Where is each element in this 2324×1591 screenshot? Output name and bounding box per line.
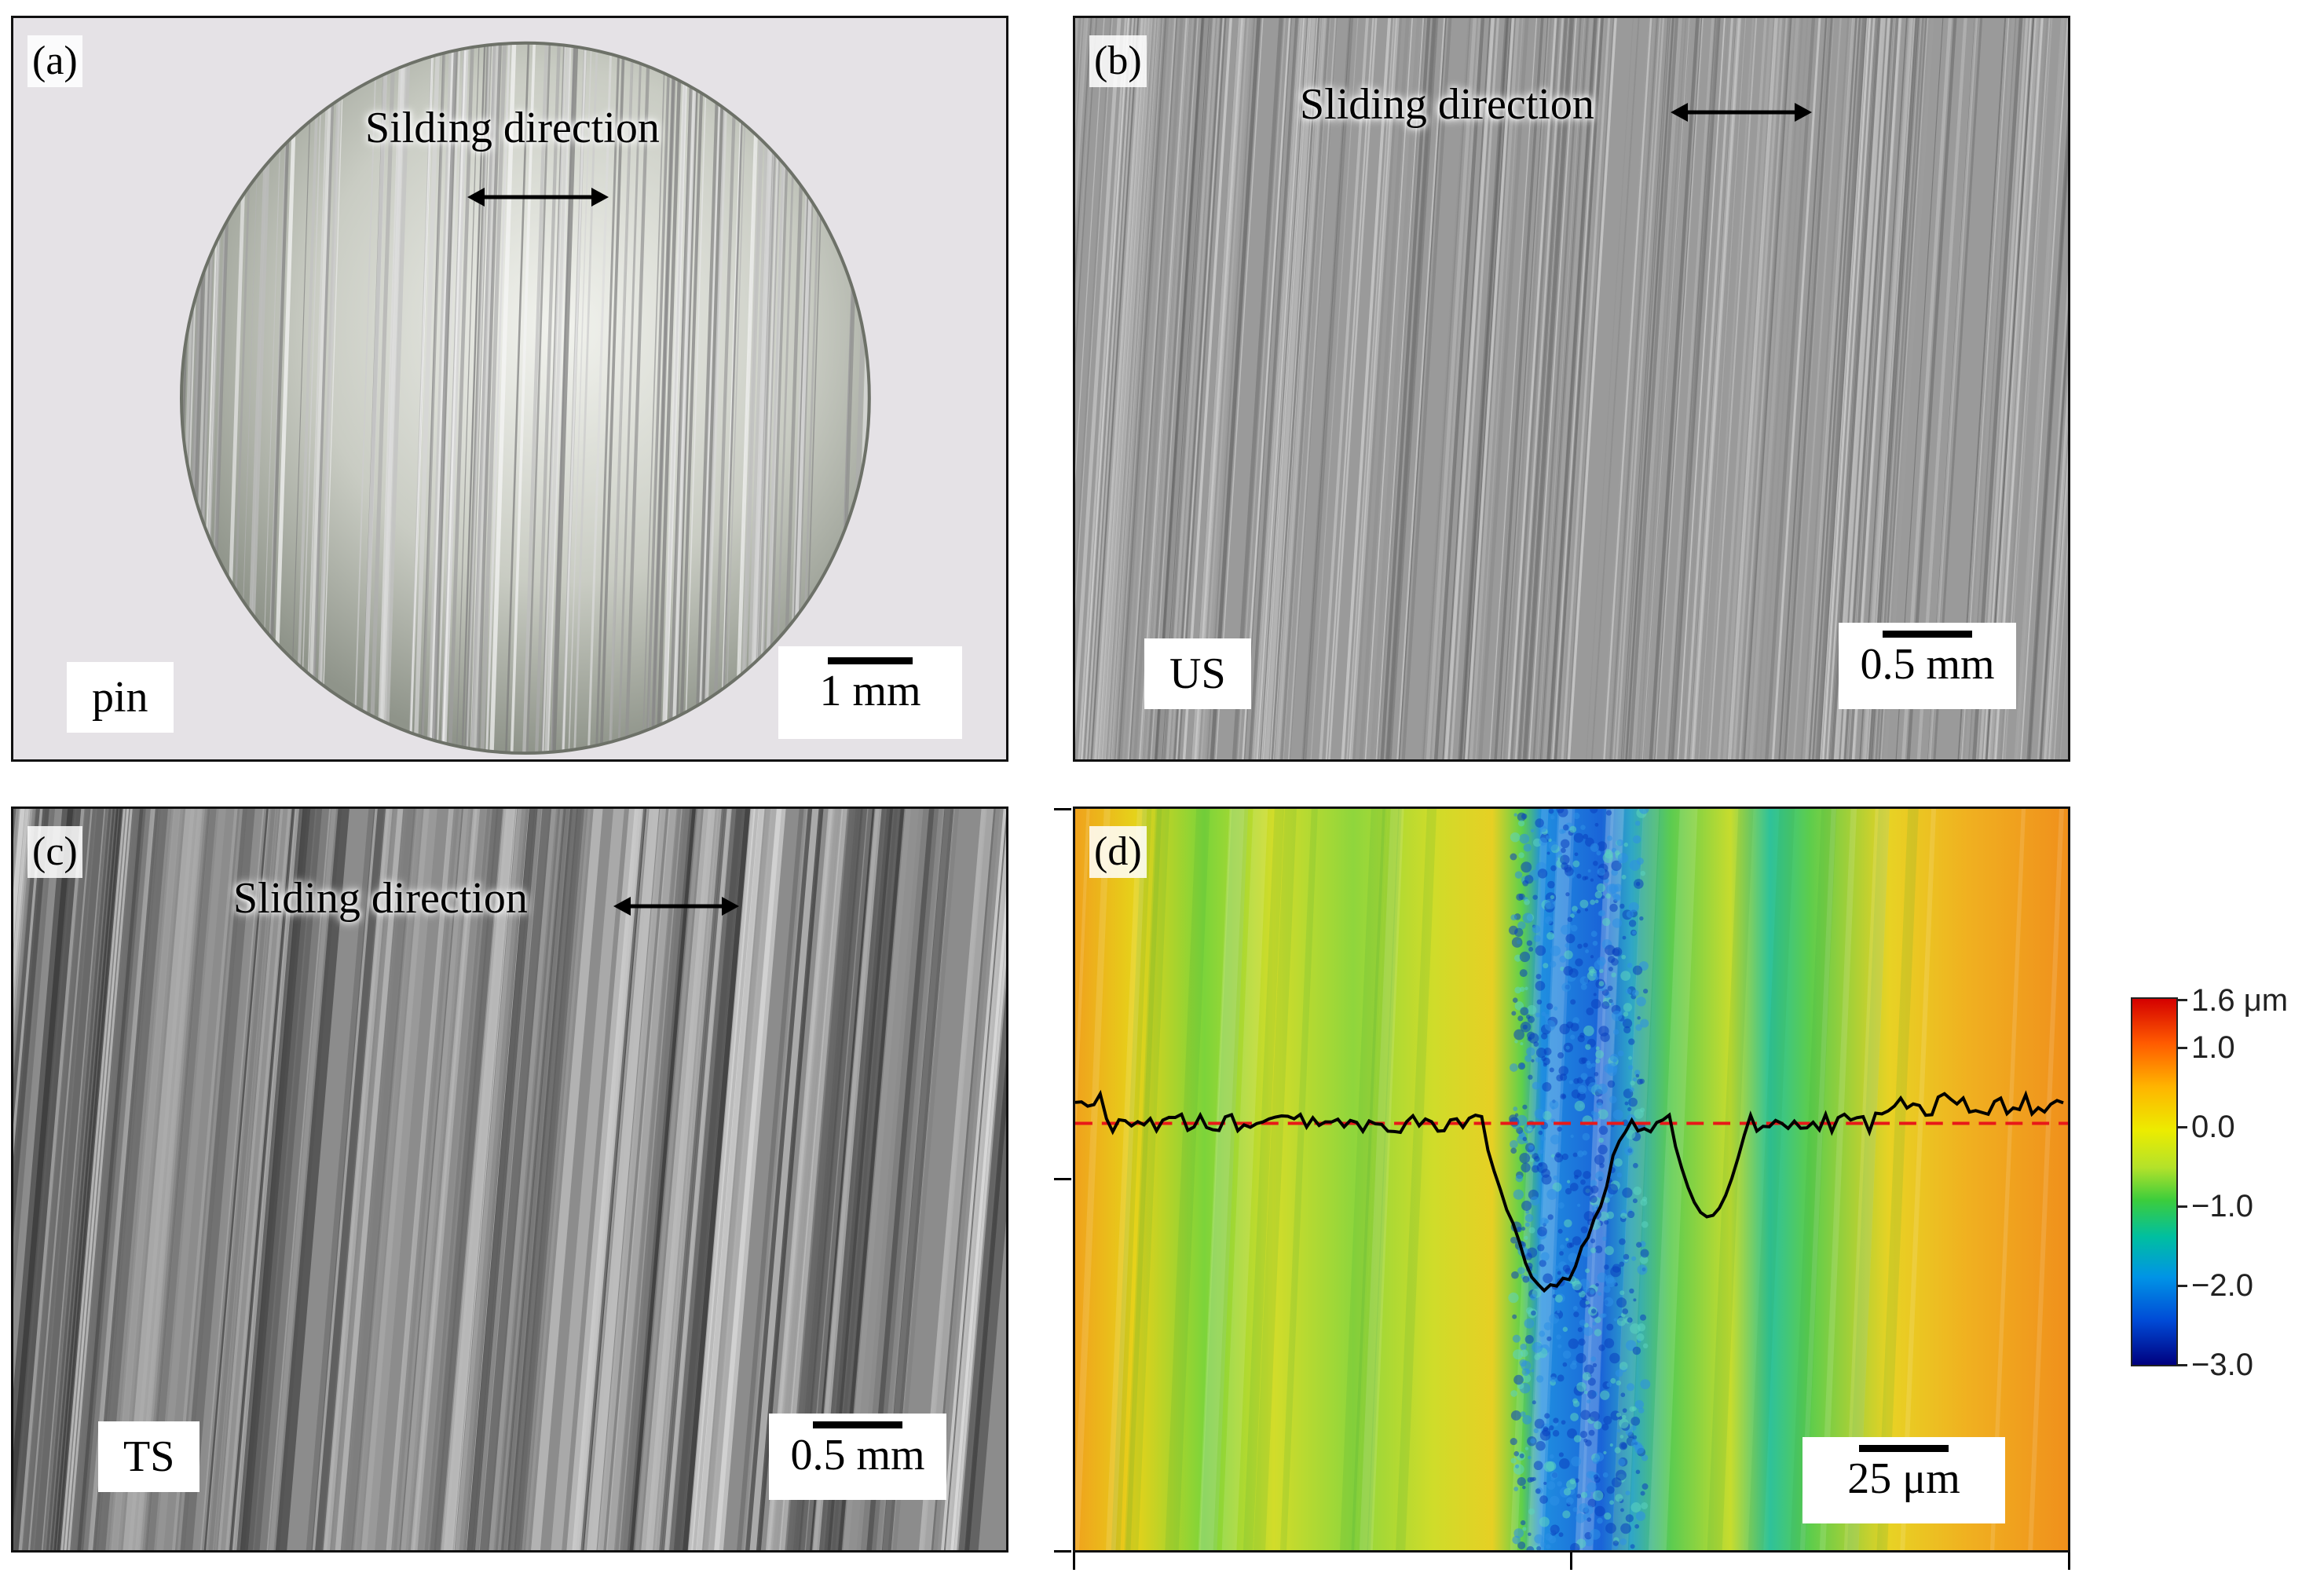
axis-tick <box>1054 808 1071 810</box>
pin-image <box>179 41 871 755</box>
scale-bar-label: 0.5 mm <box>790 1431 925 1479</box>
scale-bar-label: 25 μm <box>1847 1454 1960 1503</box>
colorbar-tick <box>2178 1047 2187 1049</box>
colorbar-label: 1.0 <box>2191 1030 2235 1065</box>
axis-tick <box>2068 1553 2070 1570</box>
scale-bar: 0.5 mm <box>1839 623 2016 709</box>
panel-label: (d) <box>1089 826 1147 878</box>
double-arrow-icon <box>467 188 609 207</box>
axis-tick <box>1073 1553 1075 1570</box>
us-surface-image <box>1075 18 2068 759</box>
sample-tag: US <box>1144 638 1251 709</box>
panel-label: (a) <box>27 35 82 87</box>
panel-label: (c) <box>27 826 82 878</box>
axis-tick <box>1570 1553 1572 1570</box>
axis-tick <box>1054 1178 1071 1180</box>
colorbar-tick <box>2178 1205 2187 1208</box>
colorbar-tick <box>2178 1364 2187 1366</box>
colorbar-tick <box>2178 999 2187 1001</box>
panel-d-height-map: (d) 25 μm <box>1073 806 2070 1553</box>
height-map-image <box>1075 809 2068 1550</box>
double-arrow-icon <box>1671 103 1812 122</box>
surface-profile-line <box>1075 1089 2064 1293</box>
colorbar-label: 0.0 <box>2191 1110 2235 1144</box>
panel-b-us-surface: (b) Sliding direction US 0.5 mm <box>1073 16 2070 762</box>
axis-tick <box>1054 1550 1071 1553</box>
scale-bar: 0.5 mm <box>769 1414 946 1500</box>
colorbar-tick <box>2178 1285 2187 1287</box>
ts-surface-image <box>13 809 1006 1550</box>
sliding-direction-label: Silding direction <box>365 104 660 152</box>
colorbar-label: −1.0 <box>2191 1189 2253 1223</box>
panel-a-pin-photo: (a) Silding direction pin 1 mm <box>11 16 1008 762</box>
sliding-direction-label: Sliding direction <box>1300 80 1594 129</box>
colorbar-label: −2.0 <box>2191 1268 2253 1303</box>
sample-tag: TS <box>98 1421 200 1492</box>
sliding-direction-label: Sliding direction <box>233 874 528 923</box>
scale-bar: 1 mm <box>778 646 962 739</box>
colorbar-label: −3.0 <box>2191 1348 2253 1382</box>
colorbar-tick <box>2178 1126 2187 1128</box>
scale-bar-label: 0.5 mm <box>1860 640 1995 689</box>
panel-label: (b) <box>1089 35 1147 87</box>
colorbar-label: 1.6 μm <box>2191 983 2289 1018</box>
sample-tag: pin <box>67 662 174 733</box>
scale-bar-label: 1 mm <box>819 667 921 715</box>
scale-bar: 25 μm <box>1802 1437 2005 1523</box>
double-arrow-icon <box>613 897 739 916</box>
panel-c-ts-surface: (c) Sliding direction TS 0.5 mm <box>11 806 1008 1553</box>
height-colorbar <box>2131 997 2178 1366</box>
